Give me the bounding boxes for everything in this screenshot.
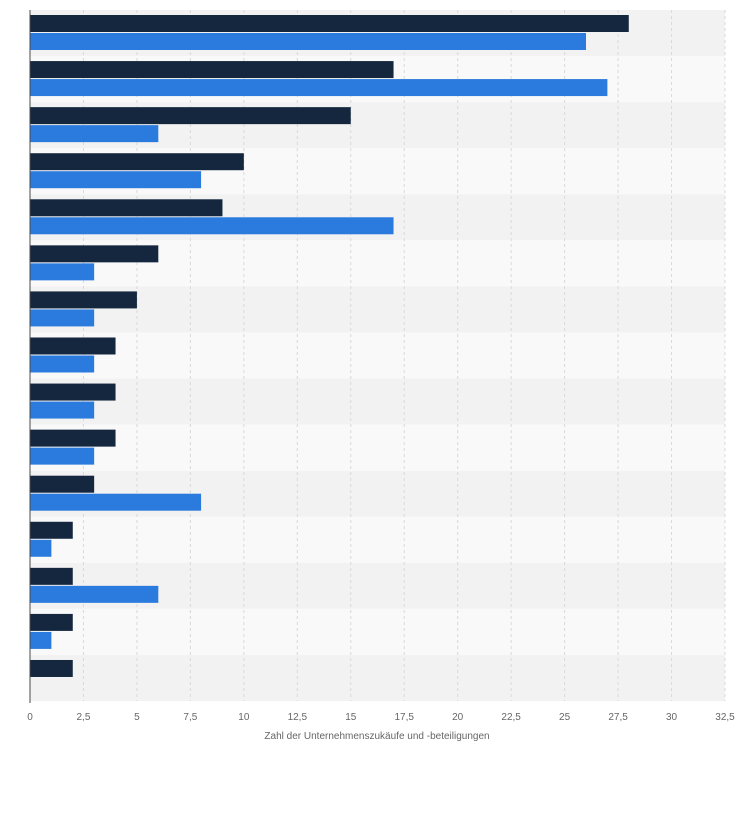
category-band — [30, 378, 725, 425]
bar-series-2 — [30, 539, 52, 557]
bar-series-1 — [30, 521, 73, 539]
bar-series-2 — [30, 171, 202, 189]
x-tick-label: 20 — [452, 712, 464, 723]
category-band — [30, 516, 725, 563]
x-tick-label: 25 — [559, 712, 571, 723]
bar-series-2 — [30, 401, 95, 419]
x-tick-label: 10 — [238, 712, 250, 723]
bar-series-2 — [30, 585, 159, 603]
bar-series-2 — [30, 79, 608, 97]
category-band — [30, 608, 725, 655]
bar-series-2 — [30, 263, 95, 281]
bar-series-1 — [30, 659, 73, 677]
bar-series-1 — [30, 383, 116, 401]
bars — [30, 15, 629, 677]
category-band — [30, 654, 725, 702]
bar-series-2 — [30, 125, 159, 143]
x-tick-label: 17,5 — [394, 712, 414, 723]
bar-series-2 — [30, 217, 394, 235]
x-tick-label: 30 — [666, 712, 678, 723]
bar-series-1 — [30, 475, 95, 493]
x-tick-label: 5 — [134, 712, 140, 723]
x-tick-label: 7,5 — [183, 712, 197, 723]
bar-series-1 — [30, 15, 629, 32]
x-tick-label: 27,5 — [608, 712, 628, 723]
bar-series-1 — [30, 61, 394, 79]
x-axis-ticks: 0 2,5 5 7,5 10 12,5 15 17,5 20 22,5 25 27,5 30 32,5 — [27, 712, 735, 723]
x-axis-title: Zahl der Unternehmenszukäufe und -beteil… — [264, 731, 489, 742]
bar-series-1 — [30, 567, 73, 585]
bar-series-1 — [30, 153, 244, 171]
bar-series-1 — [30, 245, 159, 263]
x-tick-label: 12,5 — [288, 712, 308, 723]
bar-series-2 — [30, 355, 95, 373]
bar-series-2 — [30, 631, 52, 649]
bar-series-1 — [30, 429, 116, 447]
category-band — [30, 332, 725, 379]
x-tick-label: 0 — [27, 712, 33, 723]
bar-series-1 — [30, 337, 116, 355]
category-band — [30, 286, 725, 333]
bar-series-2 — [30, 309, 95, 327]
bar-series-1 — [30, 107, 351, 125]
bar-series-1 — [30, 199, 223, 217]
bar-series-2 — [30, 493, 202, 511]
category-band — [30, 424, 725, 471]
bar-series-2 — [30, 33, 586, 50]
x-tick-label: 32,5 — [715, 712, 735, 723]
x-tick-label: 22,5 — [501, 712, 521, 723]
bar-series-2 — [30, 447, 95, 465]
bar-series-1 — [30, 613, 73, 631]
bar-series-1 — [30, 291, 137, 309]
x-tick-label: 2,5 — [77, 712, 91, 723]
x-tick-label: 15 — [345, 712, 357, 723]
